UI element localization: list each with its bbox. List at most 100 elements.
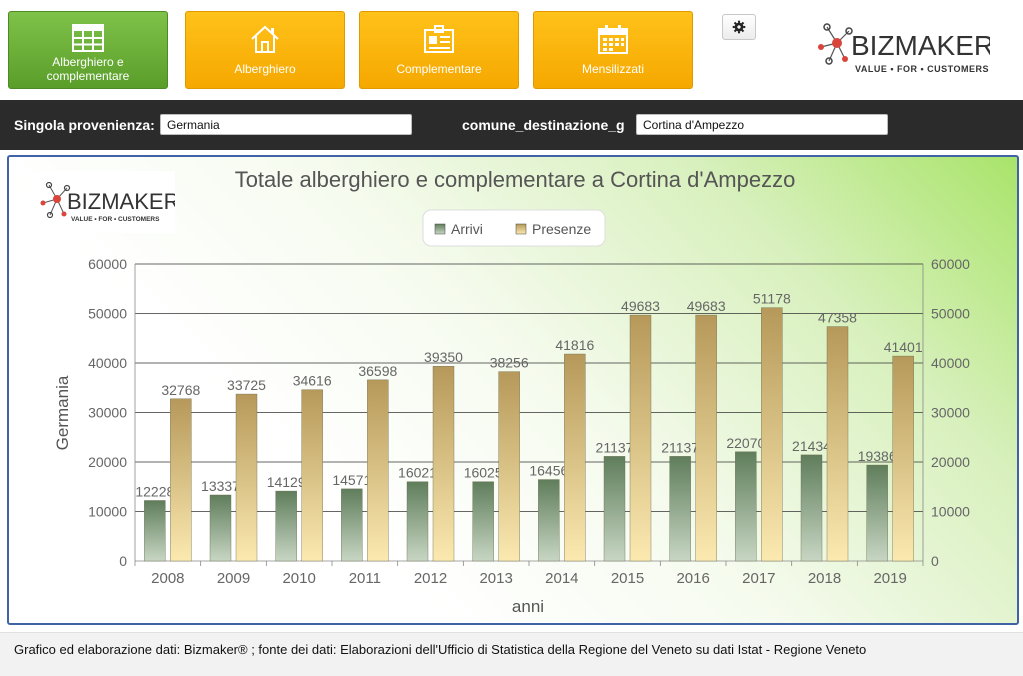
bar-arrivi-2015 — [603, 456, 626, 562]
bar-presenze-2017 — [761, 307, 783, 562]
data-label-presenze-2019: 41401 — [884, 339, 923, 355]
destinazione-select[interactable]: Cortina d'Ampezzo — [636, 114, 888, 135]
data-label-arrivi-2017: 22070 — [726, 435, 765, 451]
y-tick-label-left: 20000 — [88, 454, 127, 470]
y-tick-label-left: 40000 — [88, 355, 127, 371]
data-label-arrivi-2010: 14129 — [267, 474, 306, 490]
bar-arrivi-2013 — [472, 481, 494, 562]
data-label-arrivi-2018: 21434 — [792, 438, 831, 454]
house-icon — [186, 24, 344, 54]
footer: Grafico ed elaborazione dati: Bizmaker® … — [0, 632, 1023, 676]
data-label-arrivi-2013: 16025 — [464, 465, 503, 481]
data-label-presenze-2017: 51178 — [753, 291, 791, 307]
chart-title: Totale alberghiero e complementare a Cor… — [235, 167, 796, 192]
bar-presenze-2014 — [564, 353, 586, 562]
data-label-arrivi-2015: 21137 — [596, 439, 634, 455]
y-tick-label-right: 60000 — [931, 256, 970, 272]
settings-button[interactable] — [722, 14, 756, 40]
y-tick-label-right: 50000 — [931, 306, 970, 322]
table-icon — [9, 24, 167, 54]
id-card-icon — [360, 24, 518, 54]
nav-button-alberghiero[interactable]: Alberghiero — [185, 11, 345, 89]
data-label-presenze-2008: 32768 — [161, 382, 200, 398]
x-tick-label: 2016 — [676, 570, 709, 587]
bar-arrivi-2012 — [406, 481, 429, 562]
bar-presenze-2018 — [826, 326, 849, 562]
legend-swatch-arrivi — [434, 223, 446, 235]
y-tick-label-right: 20000 — [931, 454, 970, 470]
data-label-presenze-2009: 33725 — [227, 377, 266, 393]
bar-presenze-2012 — [432, 366, 455, 562]
y-tick-label-left: 60000 — [88, 256, 127, 272]
data-label-arrivi-2008: 12228 — [135, 483, 174, 499]
x-tick-label: 2012 — [414, 570, 447, 587]
data-label-presenze-2013: 38256 — [490, 355, 529, 371]
nav-button-mensilizzati[interactable]: Mensilizzati — [533, 11, 693, 89]
bar-arrivi-2019 — [866, 464, 888, 562]
bar-presenze-2009 — [235, 393, 258, 562]
svg-text:VALUE • FOR • CUSTOMERS: VALUE • FOR • CUSTOMERS — [855, 64, 989, 74]
legend-label-presenze: Presenze — [532, 221, 591, 237]
nav-button-label: Mensilizzati — [581, 62, 644, 76]
data-label-presenze-2011: 36598 — [358, 363, 397, 379]
source-note: Grafico ed elaborazione dati: Bizmaker® … — [14, 642, 867, 657]
nav-button-alberghiero-complementare[interactable]: Alberghiero e complementare — [8, 11, 168, 89]
data-label-arrivi-2012: 16021 — [398, 465, 437, 481]
x-tick-label: 2019 — [873, 570, 906, 587]
gear-icon — [732, 20, 746, 34]
svg-text:BIZMAKER: BIZMAKER — [851, 30, 990, 61]
chart-bizmaker-logo: BIZMAKER VALUE • FOR • CUSTOMERS — [37, 171, 175, 233]
data-label-arrivi-2014: 16456 — [529, 463, 568, 479]
chart-legend: Arrivi Presenze — [422, 209, 606, 247]
bar-presenze-2010 — [301, 389, 323, 562]
bar-arrivi-2017 — [735, 451, 757, 562]
x-axis: 2008 2009 2010 2011 2012 2013 2014 2015 2016 2017… — [134, 561, 924, 587]
bar-arrivi-2010 — [275, 490, 297, 562]
bizmaker-logo: BIZMAKER VALUE • FOR • CUSTOMERS — [818, 23, 990, 74]
data-label-presenze-2012: 39350 — [424, 349, 463, 365]
nav-button-label: Complementare — [396, 62, 482, 76]
chart-panel: BIZMAKER VALUE • FOR • CUSTOMERS Totale … — [7, 155, 1019, 625]
bar-presenze-2011 — [367, 379, 389, 562]
x-tick-label: 2018 — [808, 570, 841, 587]
x-tick-label: 2017 — [742, 570, 775, 587]
x-tick-label: 2008 — [151, 570, 184, 587]
y-axis-right: 0 10000 20000 30000 40000 50000 60000 — [931, 256, 970, 569]
bar-presenze-2015 — [629, 314, 652, 562]
legend-label-arrivi: Arrivi — [451, 221, 483, 237]
y-tick-label-right: 40000 — [931, 355, 970, 371]
bar-presenze-2019 — [892, 355, 914, 562]
data-label-presenze-2018: 47358 — [818, 310, 857, 326]
data-label-presenze-2014: 41816 — [555, 337, 594, 353]
bar-arrivi-2009 — [209, 494, 232, 562]
y-tick-label-right: 30000 — [931, 405, 970, 421]
bar-arrivi-2016 — [669, 456, 691, 562]
data-label-arrivi-2019: 19386 — [858, 448, 897, 464]
bar-presenze-2013 — [498, 371, 520, 562]
data-label-arrivi-2016: 21137 — [661, 439, 699, 455]
data-label-arrivi-2009: 13337 — [201, 478, 240, 494]
bar-arrivi-2018 — [800, 454, 823, 562]
data-label-presenze-2016: 49683 — [687, 298, 726, 314]
x-tick-label: 2011 — [349, 570, 381, 587]
y-axis-left: 0 10000 20000 30000 40000 50000 60000 — [88, 256, 127, 569]
provenienza-label: Singola provenienza: — [14, 117, 155, 133]
bar-arrivi-2014 — [538, 479, 560, 562]
x-tick-label: 2014 — [545, 570, 578, 587]
top-toolbar: Alberghiero e complementare Alberghiero … — [0, 0, 1023, 100]
x-tick-label: 2009 — [217, 570, 250, 587]
bar-presenze-2016 — [695, 314, 717, 562]
y-tick-label-right: 10000 — [931, 504, 970, 520]
bar-chart: Totale alberghiero e complementare a Cor… — [53, 167, 970, 616]
nav-button-complementare[interactable]: Complementare — [359, 11, 519, 89]
y-tick-label-left: 30000 — [88, 405, 127, 421]
x-axis-label: anni — [512, 597, 544, 616]
calendar-icon — [534, 24, 692, 54]
svg-text:BIZMAKER: BIZMAKER — [67, 189, 175, 214]
y-tick-label-left: 0 — [119, 553, 127, 569]
filter-bar: Singola provenienza: Germania comune_des… — [0, 100, 1023, 150]
bar-arrivi-2011 — [341, 488, 363, 562]
destinazione-label: comune_destinazione_g — [462, 117, 625, 133]
data-label-presenze-2010: 34616 — [293, 373, 332, 389]
provenienza-select[interactable]: Germania — [160, 114, 412, 135]
